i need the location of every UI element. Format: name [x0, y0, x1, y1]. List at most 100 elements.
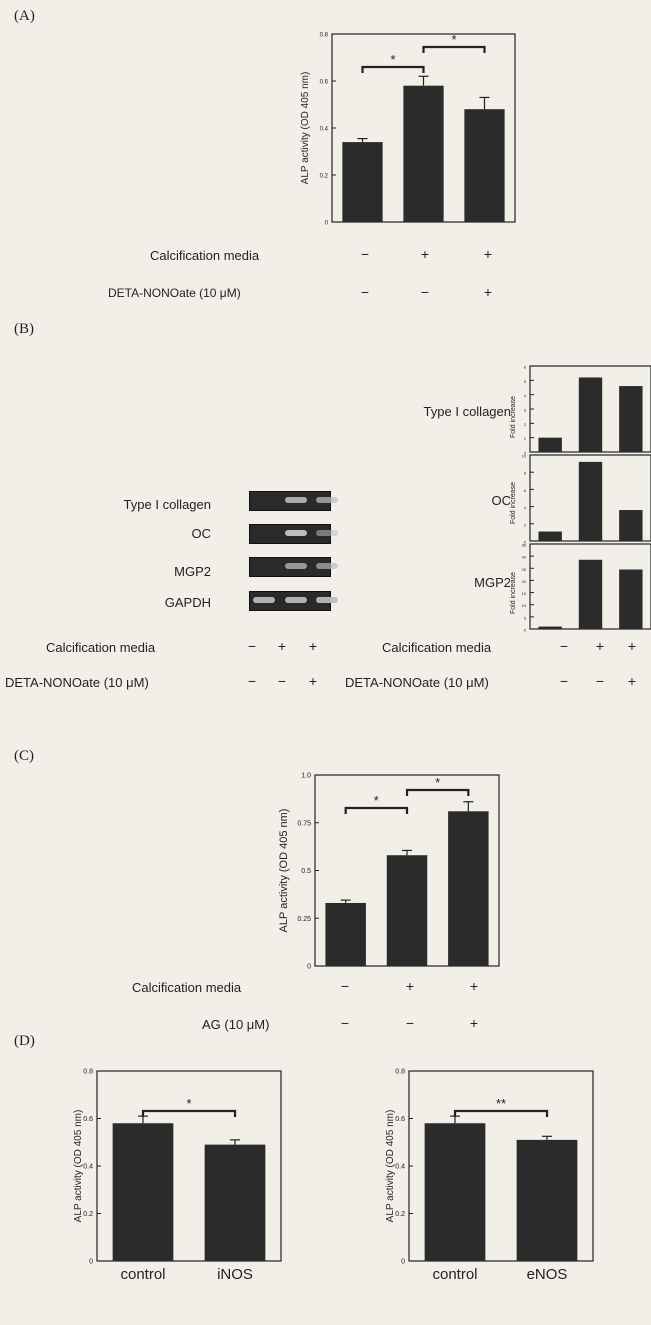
panel-d-right-bar-1	[424, 1123, 486, 1261]
gel-band-row1-lane2	[285, 497, 307, 503]
panel-d-left-ylabel: ALP activity (OD 405 nm)	[73, 1110, 84, 1223]
fold-chart-2-bar-2	[578, 461, 603, 541]
panel-a-ytick-label-0: 0	[325, 221, 329, 227]
panel-b-left-condition-1-lane-2: +	[277, 638, 287, 654]
fold-chart-ylabel-1: Fold increase	[510, 395, 517, 438]
fold-chart-title-oc: OC	[491, 493, 512, 508]
panel-d-left-ytick-label-2: 0.4	[83, 1164, 93, 1171]
panel-d-right-significance-label-1: **	[496, 1096, 506, 1111]
panel-d-right-category-2: eNOS	[527, 1266, 568, 1283]
panel-b-right-condition-1-lane-1: −	[559, 638, 569, 654]
panel-a-ytick-label-2: 0.4	[320, 127, 329, 133]
panel-c-ytick-label-3: 0.75	[297, 820, 311, 827]
panel-a-ylabel: ALP activity (OD 405 nm)	[300, 72, 311, 185]
panel-c-condition-2-label: AG (10 μM)	[202, 1017, 270, 1032]
fold-chart-2-ytick-label-1: 2	[524, 522, 527, 527]
fold-chart-3-ytick-label-5: 25	[522, 567, 527, 572]
gel-row-label-oc: OC	[191, 526, 212, 541]
panel-a-bar-2	[403, 85, 444, 222]
panel-d-right-ytick-label-2: 0.4	[395, 1164, 405, 1171]
fold-chart-3-bar-1	[538, 626, 562, 629]
fold-chart-2-ytick-label-2: 4	[524, 505, 527, 510]
fold-chart-3-ytick-label-0: 0	[524, 628, 527, 633]
fold-chart-3-bar-2	[578, 559, 603, 629]
fold-chart-ylabel-2: Fold increase	[510, 481, 517, 524]
panel-a-condition-2-lane-2: −	[420, 284, 430, 300]
panel-c-condition-2-lane-1: −	[340, 1015, 350, 1031]
gel-band-row1-lane3	[316, 497, 338, 503]
panel-a-condition-2-lane-1: −	[360, 284, 370, 300]
panel-c-condition-1-label: Calcification media	[132, 980, 242, 995]
panel-c-condition-2-lane-3: +	[469, 1015, 479, 1031]
panel-c-significance-bracket-2	[405, 788, 470, 796]
panel-b-left-condition-1-lane-1: −	[247, 638, 257, 654]
panel-c-condition-1-lane-1: −	[340, 978, 350, 994]
panel-a-condition-2-lane-3: +	[483, 284, 493, 300]
panel-d-left-ytick-label-0: 0	[89, 1259, 93, 1266]
panel-c-condition-1-lane-3: +	[469, 978, 479, 994]
fold-chart-2-ytick-label-3: 6	[524, 488, 527, 493]
panel-b-right-condition-2-lane-1: −	[559, 673, 569, 689]
panel-d-left-bar-2	[204, 1144, 266, 1261]
fold-chart-1-bar-3	[619, 386, 643, 452]
panel-c-ytick-label-2: 0.5	[301, 868, 311, 875]
fold-chart-3-ytick-label-4: 20	[522, 579, 527, 584]
panel-label-d: (D)	[14, 1033, 35, 1049]
fold-chart-3-ytick-label-3: 15	[522, 591, 527, 596]
panel-c-ytick-label-0: 0	[307, 964, 311, 971]
panel-d-right-ytick-label-0: 0	[401, 1259, 405, 1266]
panel-d-left-significance-bracket-1	[141, 1109, 237, 1117]
fold-chart-2-bar-1	[538, 531, 562, 541]
panel-d-right-significance-bracket-1	[453, 1109, 549, 1117]
panel-d-left-ytick-label-4: 0.8	[83, 1069, 93, 1076]
panel-b-left-condition-2-lane-3: +	[308, 673, 318, 689]
panel-a-bar-3	[464, 109, 505, 222]
panel-b-right-condition-1-lane-2: +	[595, 638, 605, 654]
panel-b-right-condition-2-label: DETA-NONOate (10 μM)	[345, 675, 489, 690]
fold-chart-2-ytick-label-5: 10	[522, 454, 527, 459]
panel-a-significance-label-1: *	[390, 52, 395, 67]
gel-row-label-mgp2: MGP2	[174, 564, 211, 579]
fold-chart-1-ytick-label-0: 0	[524, 451, 527, 456]
panel-d-right-ylabel: ALP activity (OD 405 nm)	[385, 1110, 396, 1223]
fold-chart-3-bar-3	[619, 569, 643, 629]
fold-chart-1-ytick-label-4: 4	[524, 393, 527, 398]
panel-c-bar-3	[448, 811, 489, 966]
fold-chart-ylabel-3: Fold increase	[510, 571, 517, 614]
panel-b-left-condition-2-lane-2: −	[277, 673, 287, 689]
panel-a-condition-2-label: DETA-NONOate (10 μM)	[108, 286, 241, 300]
fold-chart-title-mgp2: MGP2	[474, 575, 511, 590]
panel-c-ylabel: ALP activity (OD 405 nm)	[278, 809, 290, 933]
panel-label-b: (B)	[14, 321, 34, 337]
panel-d-left-category-2: iNOS	[217, 1266, 253, 1283]
fold-chart-1-ytick-label-3: 3	[524, 408, 527, 413]
panel-c-ytick-label-1: 0.25	[297, 916, 311, 923]
panel-c-significance-label-2: *	[435, 775, 440, 790]
panel-a-condition-1-lane-3: +	[483, 246, 493, 262]
fold-chart-3-ytick-label-1: 5	[524, 615, 527, 620]
gel-band-row3-lane2	[285, 563, 307, 569]
panel-label-a: (A)	[14, 8, 35, 24]
fold-chart-1-bar-1	[538, 437, 562, 452]
panel-b-left-condition-2-lane-1: −	[247, 673, 257, 689]
panel-d-left-ytick-label-3: 0.6	[83, 1116, 93, 1123]
fold-chart-2-ytick-label-4: 8	[524, 471, 527, 476]
fold-chart-1-bar-2	[578, 377, 603, 452]
panel-a-significance-label-2: *	[451, 32, 456, 47]
gel-band-row2-lane3	[316, 530, 338, 536]
panel-d-left-category-1: control	[120, 1266, 165, 1283]
fold-chart-1-ytick-label-2: 2	[524, 422, 527, 427]
panel-b-right-condition-1-label: Calcification media	[382, 640, 492, 655]
panel-c-significance-bracket-1	[344, 806, 409, 814]
panel-c-ytick-label-4: 1.0	[301, 773, 311, 780]
fold-chart-title-collagen: Type I collagen	[423, 404, 511, 419]
fold-chart-3-ytick-label-6: 30	[522, 555, 527, 560]
fold-chart-3-ytick-label-2: 10	[522, 603, 527, 608]
panel-b-left-condition-1-label: Calcification media	[46, 640, 156, 655]
panel-c-bar-2	[386, 855, 428, 966]
panel-c-condition-1-lane-2: +	[405, 978, 415, 994]
gel-band-row4-lane1	[253, 597, 275, 603]
panel-a-significance-bracket-2	[422, 45, 486, 53]
fold-chart-2-ytick-label-0: 0	[524, 540, 527, 545]
panel-c-bar-1	[325, 902, 366, 966]
